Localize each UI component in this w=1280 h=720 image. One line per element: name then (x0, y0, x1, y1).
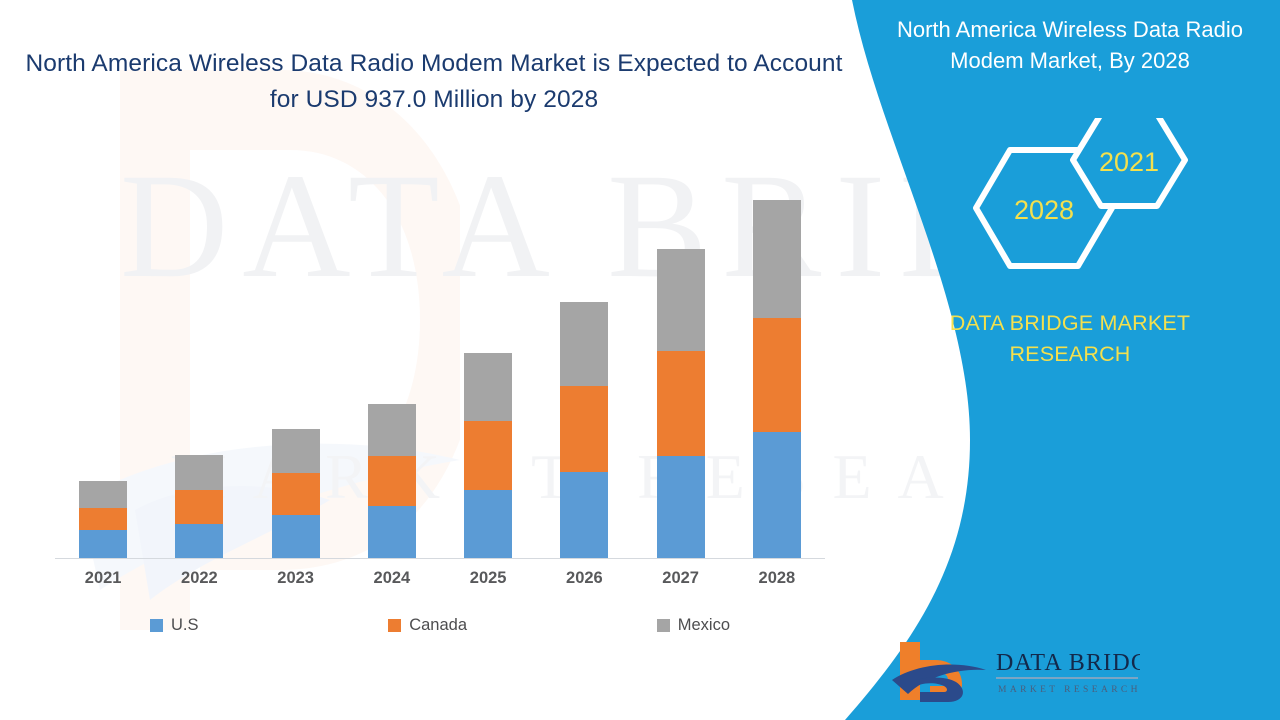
bar-segment-us-2022 (175, 524, 224, 558)
legend-item-us[interactable]: U.S (150, 616, 199, 635)
legend-item-mexico[interactable]: Mexico (656, 616, 730, 635)
bar-segment-mexico-2023 (271, 429, 320, 473)
bar-column-2022 (175, 455, 224, 558)
logo-artwork: DATA BRIDGE MARKET RESEARCH (892, 642, 1140, 702)
bar-segment-mexico-2027 (656, 249, 705, 351)
bar-segment-mexico-2026 (560, 302, 609, 386)
legend-label: Mexico (677, 616, 730, 634)
bar-group (55, 180, 825, 558)
legend-item-canada[interactable]: Canada (388, 616, 467, 635)
bar-column-2023 (271, 429, 320, 558)
bar-segment-canada-2028 (752, 318, 801, 432)
hexagon-2021-label: 2021 (1099, 147, 1159, 177)
bar-segment-us-2026 (560, 472, 609, 558)
bar-segment-mexico-2028 (752, 200, 801, 318)
bar-column-2021 (79, 481, 128, 558)
bar-column-2027 (656, 249, 705, 558)
bar-segment-us-2024 (367, 506, 416, 558)
legend-swatch-icon (150, 619, 163, 632)
bar-segment-us-2025 (464, 490, 513, 558)
side-panel-brand: DATA BRIDGE MARKET RESEARCH (860, 308, 1280, 369)
x-axis-label-2022: 2022 (181, 568, 218, 587)
hexagon-2028-label: 2028 (1014, 195, 1074, 225)
legend-label: Canada (409, 616, 468, 634)
chart-plot-area (55, 180, 825, 559)
hexagon-badges: 2028 2021 (973, 118, 1188, 269)
side-panel-title: North America Wireless Data Radio Modem … (896, 17, 1243, 74)
bar-segment-mexico-2024 (367, 404, 416, 456)
logo-primary-text: DATA BRIDGE (996, 650, 1140, 676)
x-axis-line (55, 558, 825, 559)
bar-segment-canada-2024 (367, 456, 416, 506)
bar-segment-canada-2021 (79, 508, 128, 530)
x-axis-label-2023: 2023 (277, 568, 314, 587)
x-axis-label-2028: 2028 (758, 568, 796, 587)
x-axis-labels: 2021 2022 2023 2024 2025 2026 2027 2028 (55, 564, 825, 592)
legend-label: U.S (171, 616, 199, 634)
bar-segment-us-2021 (79, 530, 128, 558)
bar-column-2026 (560, 302, 609, 558)
bar-column-2024 (367, 404, 416, 558)
bar-segment-canada-2022 (175, 490, 224, 524)
brand-line-2: RESEARCH (1009, 341, 1131, 366)
x-axis-label-2026: 2026 (566, 568, 603, 587)
bar-segment-mexico-2022 (175, 455, 224, 490)
logo-swoosh-bottom (910, 677, 963, 702)
bar-column-2028 (752, 200, 801, 558)
hexagon-2021-outline (1070, 118, 1188, 209)
x-axis-label-2027: 2027 (662, 568, 699, 587)
bar-segment-canada-2025 (464, 421, 513, 490)
logo-swoosh-top (892, 664, 986, 694)
bar-segment-us-2027 (656, 456, 705, 558)
bar-segment-canada-2023 (271, 473, 320, 515)
brand-line-1: DATA BRIDGE MARKET (949, 311, 1191, 335)
company-logo[interactable]: DATA BRIDGE MARKET RESEARCH (890, 636, 1140, 702)
logo-secondary-text: MARKET RESEARCH (998, 685, 1140, 695)
bar-segment-canada-2027 (656, 351, 705, 456)
x-axis-label-2021: 2021 (84, 568, 122, 587)
bar-segment-mexico-2021 (79, 481, 128, 508)
bar-column-2025 (464, 353, 513, 558)
chart-title: North America Wireless Data Radio Modem … (25, 50, 843, 113)
x-axis-label-2025: 2025 (469, 568, 507, 587)
legend-swatch-icon (388, 619, 402, 632)
x-axis-label-2024: 2024 (373, 568, 411, 587)
bar-segment-us-2028 (752, 432, 801, 558)
bar-segment-mexico-2025 (464, 353, 513, 421)
bar-segment-canada-2026 (560, 386, 609, 472)
chart-legend: U.S Canada Mexico (150, 616, 730, 635)
legend-swatch-icon (656, 619, 670, 632)
bar-segment-us-2023 (271, 515, 320, 558)
